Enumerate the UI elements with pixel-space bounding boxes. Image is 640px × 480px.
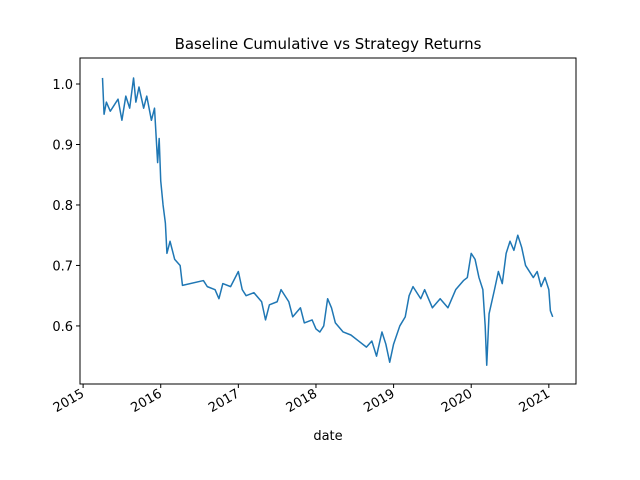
x-tick-label: 2017 — [206, 386, 242, 416]
x-tick-label: 2021 — [517, 386, 553, 416]
x-tick-label: 2015 — [51, 386, 87, 416]
x-tick-label: 2020 — [439, 386, 475, 416]
y-tick-label: 0.7 — [52, 259, 73, 274]
series-line — [101, 77, 554, 366]
y-tick-label: 0.6 — [52, 320, 73, 335]
x-axis-label: date — [313, 429, 342, 444]
x-tick-label: 2016 — [129, 386, 165, 416]
y-tick-label: 0.8 — [52, 199, 73, 214]
x-tick-label: 2019 — [361, 386, 397, 416]
chart-title: Baseline Cumulative vs Strategy Returns — [175, 35, 482, 53]
y-tick-label: 0.9 — [52, 138, 73, 153]
axes-frame — [79, 57, 577, 385]
x-tick-label: 2018 — [284, 386, 320, 416]
y-tick-label: 1.0 — [52, 78, 73, 93]
